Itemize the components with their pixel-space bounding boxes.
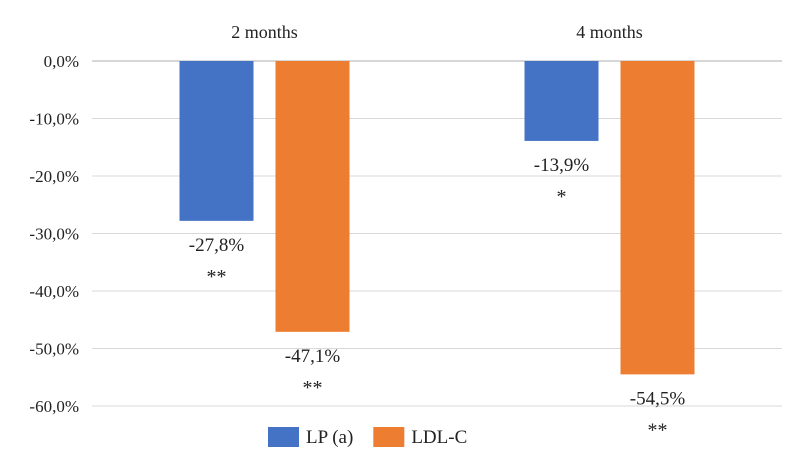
legend-swatch xyxy=(373,427,405,447)
data-label: -13,9% xyxy=(534,155,590,176)
bar xyxy=(275,61,350,332)
y-tick-label: -50,0% xyxy=(29,340,79,359)
data-label: -54,5% xyxy=(630,388,686,409)
bars xyxy=(179,61,695,375)
legend-label: LP (a) xyxy=(306,427,353,448)
y-tick-label: -40,0% xyxy=(29,282,79,301)
y-axis-ticks: 0,0% -10,0% -20,0% -30,0% -40,0% -50,0% -60,0% xyxy=(29,52,79,416)
data-label: -27,8% xyxy=(189,235,245,256)
significance-label: * xyxy=(557,186,567,208)
y-tick-label: -60,0% xyxy=(29,397,79,416)
data-labels: -27,8% ** -47,1% ** -13,9% * -54,5% ** xyxy=(189,155,686,441)
category-labels: 2 months 4 months xyxy=(231,22,643,42)
data-label: -47,1% xyxy=(285,346,341,367)
legend-swatch xyxy=(268,427,299,447)
y-tick-label: -10,0% xyxy=(29,110,79,129)
significance-label: ** xyxy=(207,266,227,288)
bar xyxy=(524,61,599,141)
category-label: 4 months xyxy=(576,22,643,42)
legend: LP (a) LDL-C xyxy=(268,427,467,448)
y-tick-label: -30,0% xyxy=(29,225,79,244)
bar xyxy=(620,61,695,375)
bar xyxy=(179,61,254,221)
significance-label: ** xyxy=(303,377,323,399)
legend-label: LDL-C xyxy=(411,427,467,448)
significance-label: ** xyxy=(648,419,668,441)
category-label: 2 months xyxy=(231,22,298,42)
y-tick-label: 0,0% xyxy=(44,52,79,71)
y-tick-label: -20,0% xyxy=(29,167,79,186)
